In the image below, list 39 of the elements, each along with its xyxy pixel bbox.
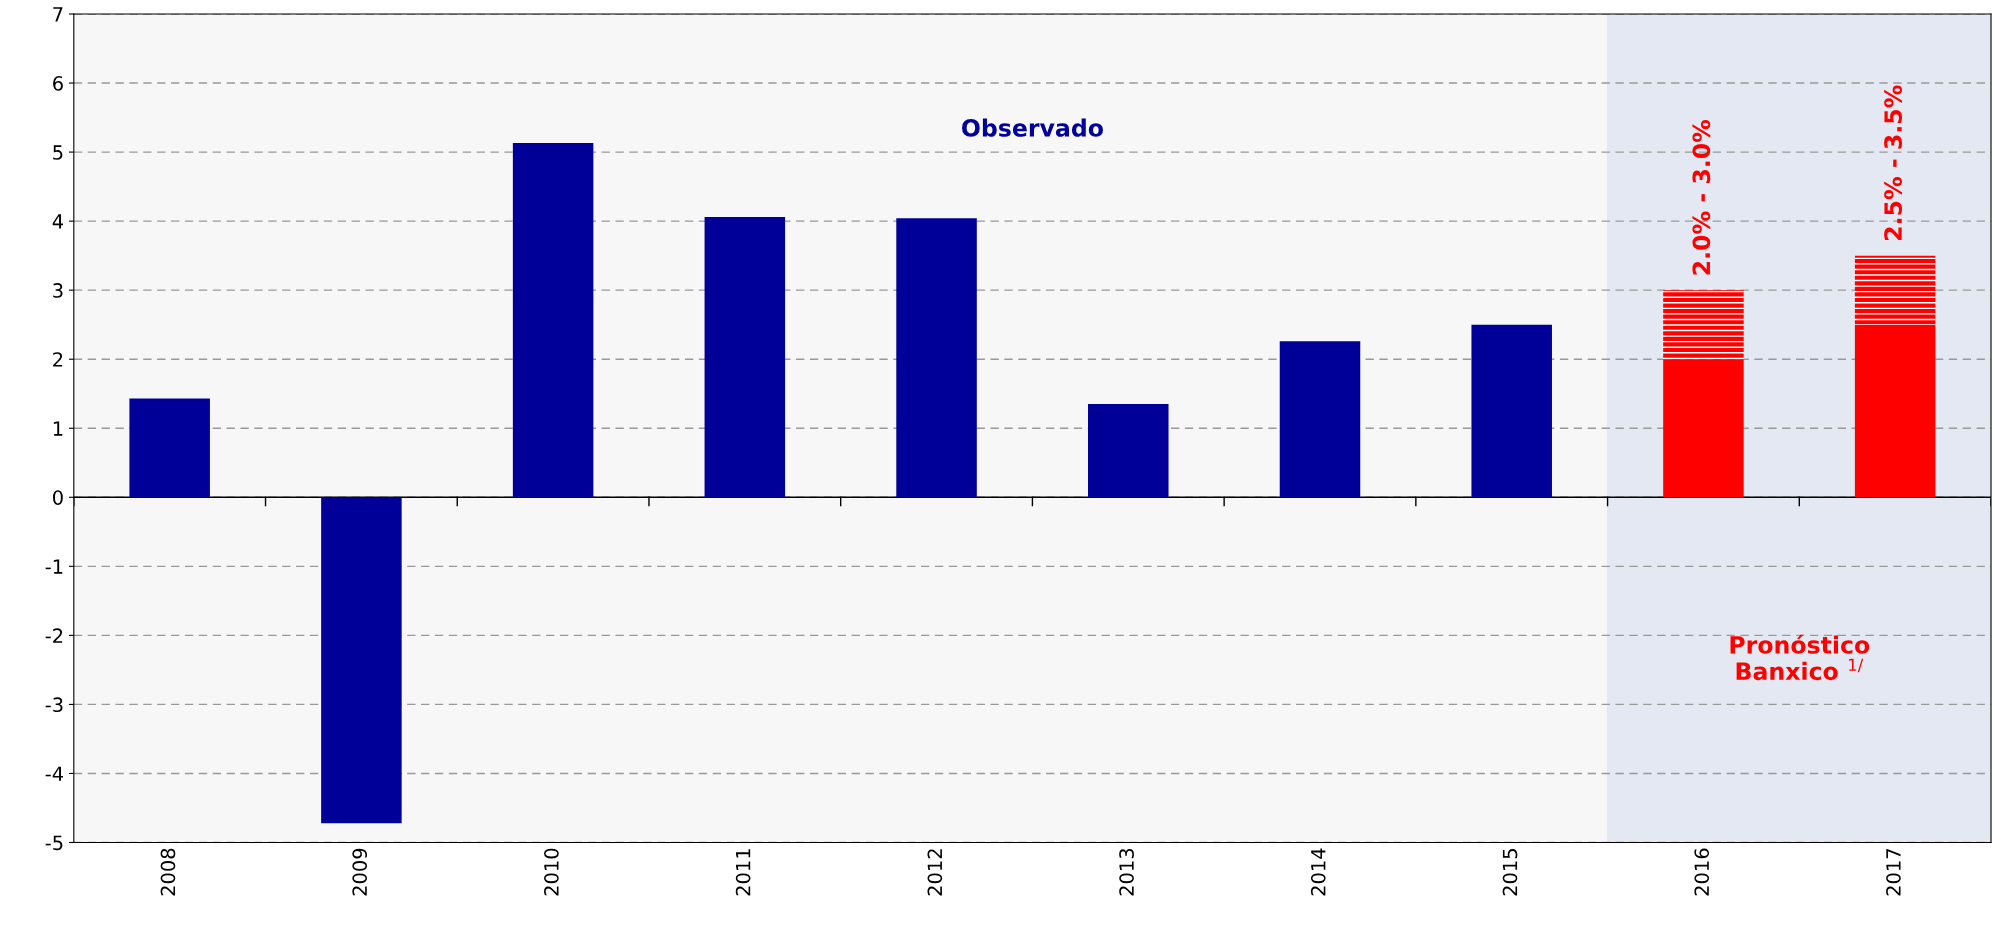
y-tick-label: -4 — [45, 766, 63, 781]
y-tick-label: 7 — [53, 7, 63, 22]
annotation: 2.5% - 3.5% — [1884, 85, 1902, 240]
bar — [129, 398, 210, 498]
bar — [1088, 404, 1169, 498]
y-tick-label: -2 — [45, 628, 63, 643]
y-tick-label: 4 — [52, 214, 63, 229]
x-tick-label: 2014 — [1310, 848, 1326, 896]
band-label: Pronóstico Banxico $^{1/}$ — [1730, 634, 1870, 681]
y-tick-label: 6 — [53, 75, 63, 91]
bar — [321, 497, 402, 824]
bar — [896, 218, 977, 498]
bar — [1279, 341, 1361, 498]
y-tick-label: 2 — [53, 352, 63, 367]
y-tick-label: 1 — [53, 421, 63, 436]
bar — [1663, 359, 1744, 498]
bar — [1854, 324, 1936, 498]
annotation: Observado — [962, 118, 1103, 137]
bar — [1471, 324, 1552, 498]
bar — [1663, 290, 1744, 360]
y-tick-label: 5 — [53, 145, 63, 160]
bar — [704, 216, 786, 498]
bar — [1854, 255, 1936, 325]
y-tick-label: -1 — [45, 559, 63, 574]
x-tick-label: 2015 — [1502, 849, 1518, 896]
y-tick-label: -5 — [45, 835, 63, 851]
annotation: 2.0% - 3.0% — [1692, 119, 1711, 275]
x-tick-label: 2012 — [927, 849, 943, 896]
y-tick-label: 3 — [53, 283, 63, 298]
x-tick-label: 2017 — [1886, 849, 1901, 896]
x-tick-label: 2010 — [544, 848, 559, 896]
bar — [512, 143, 594, 498]
x-tick-label: 2011 — [735, 849, 751, 896]
y-tick-label: 0 — [53, 490, 63, 505]
y-tick-label: -3 — [45, 697, 63, 713]
x-tick-label: 2013 — [1119, 848, 1134, 896]
x-tick-label: 2016 — [1694, 848, 1710, 896]
x-tick-label: 2008 — [160, 848, 176, 896]
x-tick-label: 2009 — [352, 848, 368, 896]
